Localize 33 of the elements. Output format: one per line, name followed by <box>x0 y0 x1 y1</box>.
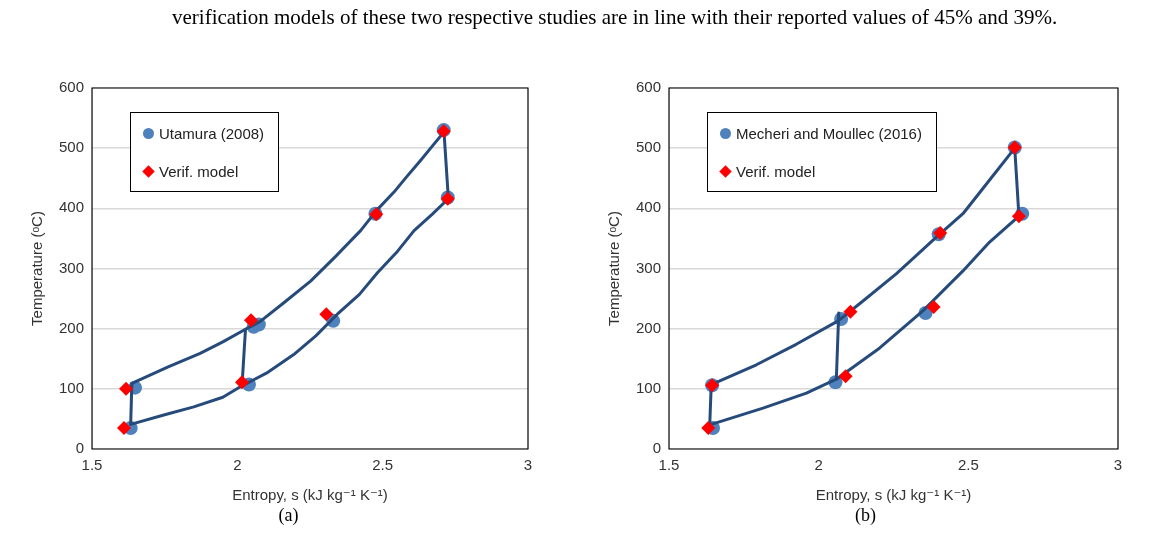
text: verification models of these two respective studies are in line with their reported values of 45% and 39%. <box>172 4 1059 30</box>
x-tick-label: 2.5 <box>372 456 394 474</box>
y-axis-title: Temperature (ᵒC) <box>605 211 623 326</box>
y-axis-title: Temperature (ᵒC) <box>28 211 46 326</box>
y-tick-label: 400 <box>636 198 662 216</box>
y-tick-label: 0 <box>652 439 662 457</box>
legend-label: Verif. model <box>736 162 816 180</box>
y-tick-label: 500 <box>636 138 662 156</box>
x-tick-label: 1.5 <box>658 456 680 474</box>
legend-label: Verif. model <box>159 162 239 180</box>
text: (b) <box>854 505 877 526</box>
x-tick-label: 2 <box>233 456 242 474</box>
y-tick-label: 300 <box>636 258 662 276</box>
legend-label: Utamura (2008) <box>159 124 265 142</box>
y-tick-label: 500 <box>59 138 85 156</box>
y-tick-label: 300 <box>59 258 85 276</box>
y-tick-label: 600 <box>59 78 85 96</box>
x-tick-label: 3 <box>523 456 533 474</box>
y-tick-label: 200 <box>59 318 85 336</box>
y-tick-label: 600 <box>636 78 662 96</box>
x-tick-label: 2 <box>814 456 823 474</box>
x-tick-label: 2.5 <box>957 456 979 474</box>
y-tick-label: 400 <box>59 198 85 216</box>
text: (a) <box>277 505 300 526</box>
x-tick-label: 1.5 <box>81 456 103 474</box>
legend-label: Mecheri and Moullec (2016) <box>736 124 922 142</box>
x-axis-title: Entropy, s (kJ kg⁻¹ K⁻¹) <box>232 486 388 504</box>
y-tick-label: 100 <box>59 378 85 396</box>
y-tick-label: 0 <box>75 439 85 457</box>
y-tick-label: 200 <box>636 318 662 336</box>
x-axis-title: Entropy, s (kJ kg⁻¹ K⁻¹) <box>815 486 972 504</box>
x-tick-label: 3 <box>1113 456 1123 474</box>
y-tick-label: 100 <box>636 378 662 396</box>
